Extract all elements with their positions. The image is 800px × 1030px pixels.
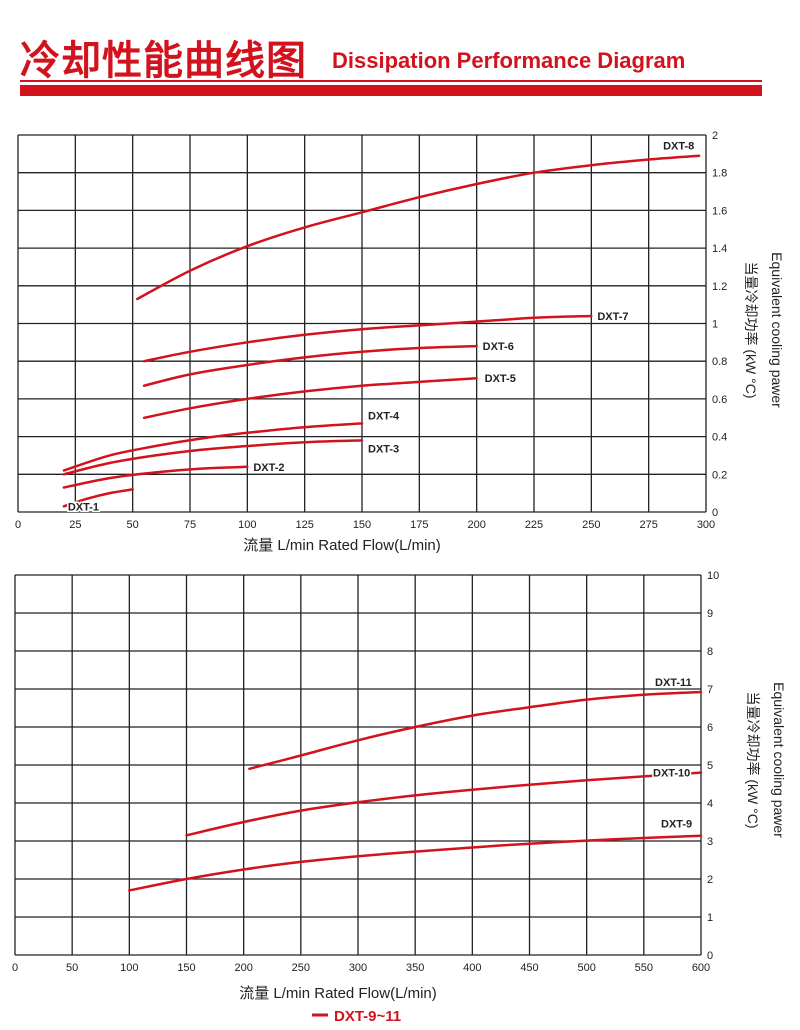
series-label-dxt-2: DXT-2	[253, 462, 284, 474]
series-line-dxt-10	[185, 771, 703, 837]
y-tick-label: 3	[707, 836, 713, 848]
chart-dxt-1-8: 0 25 50 75 100 125 150 175 200 225 250 275 30000.20.…	[15, 130, 785, 554]
x-tick-label: 175	[410, 519, 428, 531]
chart-dxt-9-11: 0 50 100 150 200 250 300 350 400 450 500 550 6000123…	[12, 570, 787, 1025]
x-tick-label: 50	[66, 962, 78, 974]
footer-legend-label: DXT-9~11	[334, 1008, 401, 1025]
y-tick-label: 0.4	[712, 432, 727, 444]
y-tick-label: 1.8	[712, 168, 727, 180]
header-rule-thick	[20, 85, 762, 96]
y-tick-label: 5	[707, 760, 713, 772]
x-tick-label: 0	[12, 962, 18, 974]
y-tick-label: 4	[707, 798, 713, 810]
series-label-dxt-3: DXT-3	[368, 443, 399, 455]
series-line-dxt-4	[62, 422, 364, 472]
x-tick-label: 150	[353, 519, 371, 531]
series-label-dxt-10: DXT-10	[653, 768, 690, 780]
series-label-dxt-11: DXT-11	[655, 677, 692, 689]
x-tick-label: 300	[697, 519, 715, 531]
y-tick-label: 0.8	[712, 356, 727, 368]
x-tick-label: 400	[463, 962, 481, 974]
y-tick-label: 2	[712, 130, 718, 142]
series-line-dxt-5	[142, 376, 478, 420]
title-chinese: 冷却性能曲线图	[20, 38, 307, 84]
series-label-dxt-4: DXT-4	[368, 410, 400, 422]
series-line-dxt-8	[136, 154, 701, 301]
series-label-dxt-1: DXT-1	[68, 501, 99, 513]
y-tick-label: 2	[707, 874, 713, 886]
x-tick-label: 450	[520, 962, 538, 974]
x-tick-label: 250	[582, 519, 600, 531]
y-tick-label: 6	[707, 722, 713, 734]
x-tick-label: 25	[69, 519, 81, 531]
x-tick-label: 275	[639, 519, 657, 531]
y-tick-label: 9	[707, 608, 713, 620]
x-tick-label: 250	[292, 962, 310, 974]
series-line-dxt-1	[62, 488, 134, 508]
x-axis-label: 流量 L/min Rated Flow(L/min)	[243, 537, 441, 554]
x-tick-label: 50	[127, 519, 139, 531]
series-line-dxt-9	[128, 834, 703, 892]
x-tick-label: 200	[467, 519, 485, 531]
y-tick-label: 8	[707, 646, 713, 658]
x-tick-label: 100	[120, 962, 138, 974]
series-line-dxt-3	[62, 439, 364, 476]
page-header: 冷却性能曲线图 Dissipation Performance Diagram	[0, 0, 800, 110]
y-tick-label: 0.2	[712, 469, 727, 481]
header-rule-thin	[20, 80, 762, 82]
y-axis-label-english: Equivalent cooling pawer	[771, 682, 787, 838]
series-line-dxt-2	[62, 465, 249, 489]
x-tick-label: 300	[349, 962, 367, 974]
series-label-dxt-5: DXT-5	[485, 373, 516, 385]
x-tick-label: 225	[525, 519, 543, 531]
series-line-dxt-6	[142, 344, 478, 387]
x-tick-label: 200	[234, 962, 252, 974]
x-tick-label: 125	[295, 519, 313, 531]
y-axis-label-chinese: 当量冷却功率 (kW °C)	[743, 261, 759, 398]
y-tick-label: 1.6	[712, 205, 727, 217]
x-tick-label: 0	[15, 519, 21, 531]
series-line-dxt-11	[248, 690, 703, 771]
series-label-dxt-8: DXT-8	[663, 141, 694, 153]
x-tick-label: 500	[577, 962, 595, 974]
y-tick-label: 1.2	[712, 281, 727, 293]
y-tick-label: 0	[712, 507, 718, 519]
y-tick-label: 7	[707, 684, 713, 696]
series-label-dxt-9: DXT-9	[661, 819, 692, 831]
x-tick-label: 600	[692, 962, 710, 974]
y-tick-label: 10	[707, 570, 719, 582]
x-tick-label: 75	[184, 519, 196, 531]
x-tick-label: 150	[177, 962, 195, 974]
series-label-dxt-7: DXT-7	[597, 311, 628, 323]
series-label-dxt-6: DXT-6	[483, 341, 514, 353]
title-english: Dissipation Performance Diagram	[332, 48, 686, 73]
y-tick-label: 0.6	[712, 394, 727, 406]
x-tick-label: 100	[238, 519, 256, 531]
x-axis-label: 流量 L/min Rated Flow(L/min)	[239, 985, 437, 1002]
x-tick-label: 350	[406, 962, 424, 974]
y-tick-label: 1	[707, 912, 713, 924]
y-tick-label: 1	[712, 319, 718, 331]
y-axis-label-chinese: 当量冷却功率 (kW °C)	[745, 691, 761, 828]
series-line-dxt-7	[142, 314, 593, 363]
x-tick-label: 550	[635, 962, 653, 974]
y-tick-label: 0	[707, 950, 713, 962]
y-tick-label: 1.4	[712, 243, 727, 255]
y-axis-label-english: Equivalent cooling pawer	[769, 252, 785, 408]
